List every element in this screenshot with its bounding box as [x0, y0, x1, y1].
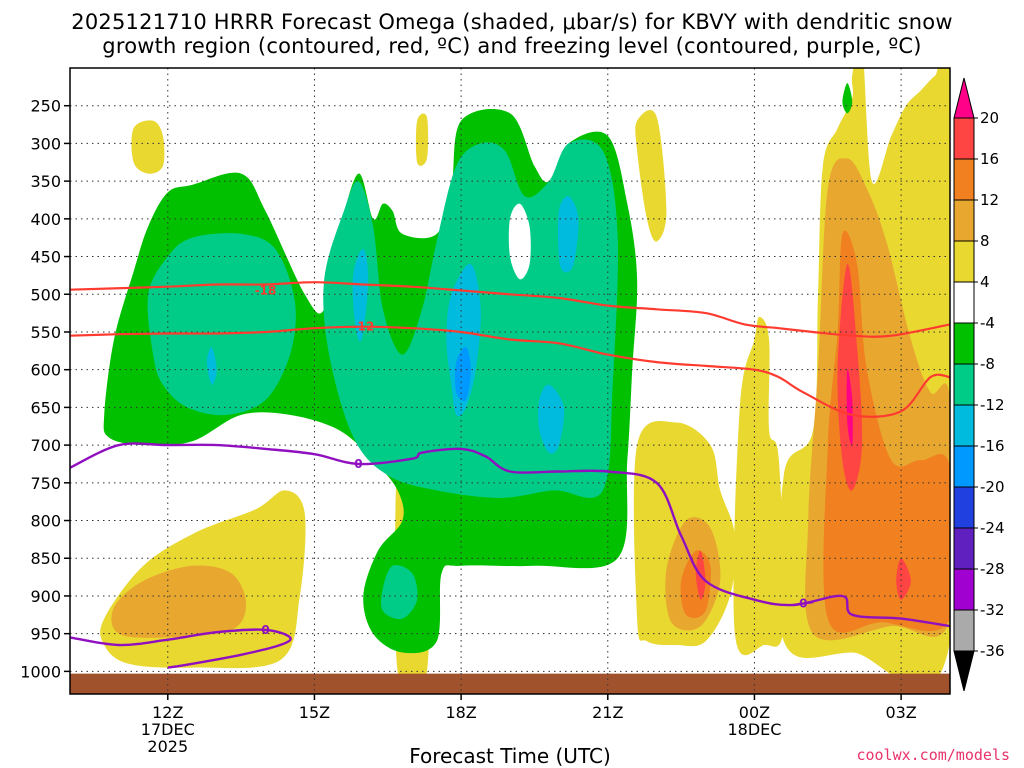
x-tick-label: 12Z	[152, 703, 183, 722]
y-tick-label: 850	[30, 549, 61, 568]
colorbar-label: -8	[980, 355, 995, 373]
ground-surface	[70, 673, 950, 694]
omega-region	[896, 558, 911, 600]
colorbar-bin	[953, 281, 975, 324]
omega-region	[538, 384, 565, 454]
dgz-isotherm	[70, 281, 950, 338]
x-tick-label: 03Z	[885, 703, 916, 722]
x-tick-label: 15Z	[299, 703, 330, 722]
y-tick-label: 600	[30, 361, 61, 380]
x-tick-date-label: 17DEC	[141, 720, 195, 739]
site-credit: coolwx.com/models	[856, 746, 1010, 764]
omega-region	[206, 346, 217, 385]
dgz-isotherm	[70, 325, 950, 418]
x-tick-date-label: 2025	[147, 737, 188, 756]
colorbar-bin	[953, 568, 975, 611]
colorbar-bin	[953, 158, 975, 201]
colorbar-bin	[953, 240, 975, 283]
omega-shading	[100, 68, 950, 694]
omega-region	[837, 263, 863, 491]
colorbar-label: 16	[980, 150, 999, 168]
isotherm-contours: -18 -12 0 0 0	[70, 281, 950, 669]
freezing-level-label: 0	[354, 457, 362, 471]
colorbar-bin	[953, 609, 975, 652]
freezing-level-label: 0	[799, 596, 807, 610]
y-axis-ticks: 250 300 350 400 450 500 550 600 650 700 750 800 850 9…	[20, 97, 70, 681]
omega-region	[508, 203, 531, 280]
colorbar-label: 20	[980, 109, 999, 127]
freezing-level-contour	[793, 600, 814, 607]
x-tick-label: 00Z	[739, 703, 770, 722]
colorbar-label: 8	[980, 232, 990, 250]
y-tick-label: 550	[30, 323, 61, 342]
omega-region	[415, 113, 429, 166]
colorbar-label: -4	[980, 314, 995, 332]
freezing-level-contour	[70, 628, 292, 669]
freezing-level-label: 0	[261, 623, 269, 637]
y-tick-label: 700	[30, 436, 61, 455]
y-tick-label: 350	[30, 172, 61, 191]
colorbar-bin	[953, 363, 975, 406]
isotherm-label: -18	[255, 283, 277, 297]
omega-region	[455, 346, 471, 402]
omega-region	[635, 110, 667, 242]
omega-region	[147, 233, 296, 416]
colorbar-label: -32	[980, 601, 1005, 619]
y-tick-label: 250	[30, 97, 61, 116]
colorbar-label: -12	[980, 396, 1005, 414]
colorbar-bin	[953, 322, 975, 365]
isotherm-label: -12	[352, 320, 374, 334]
y-tick-label: 750	[30, 474, 61, 493]
y-tick-label: 1000	[20, 662, 61, 681]
plot-frame	[69, 67, 951, 695]
omega-region	[733, 316, 785, 656]
y-tick-label: 500	[30, 285, 61, 304]
colorbar-label: 4	[980, 273, 990, 291]
omega-region	[842, 83, 853, 114]
chart-title-line-2: growth region (contoured, red, ºC) and f…	[102, 34, 922, 58]
colorbar-bin	[953, 527, 975, 570]
colorbar-bin	[953, 445, 975, 488]
colorbar: 20 16 12 8 4 -4 -8 -12 -16 -20 -24 -28 -32 -36	[953, 77, 1005, 692]
colorbar-label: -16	[980, 437, 1005, 455]
y-tick-label: 800	[30, 512, 61, 531]
colorbar-bottom-arrow	[953, 650, 975, 692]
omega-region	[111, 565, 246, 638]
omega-region	[352, 248, 369, 342]
colorbar-label: -24	[980, 519, 1005, 537]
omega-region	[131, 120, 165, 174]
colorbar-label: -36	[980, 642, 1005, 660]
y-tick-label: 650	[30, 398, 61, 417]
omega-region	[846, 369, 853, 446]
omega-region	[381, 565, 418, 620]
x-tick-date-label: 18DEC	[727, 720, 781, 739]
omega-region	[557, 196, 579, 273]
colorbar-bin	[953, 117, 975, 160]
colorbar-label: 12	[980, 191, 999, 209]
colorbar-label: -28	[980, 560, 1005, 578]
chart-title-line-1: 2025121710 HRRR Forecast Omega (shaded, …	[71, 10, 953, 34]
y-tick-label: 300	[30, 134, 61, 153]
y-tick-label: 900	[30, 587, 61, 606]
ground-strip	[70, 673, 950, 694]
colorbar-bin	[953, 486, 975, 529]
x-tick-label: 21Z	[592, 703, 623, 722]
colorbar-bin	[953, 199, 975, 242]
y-tick-label: 400	[30, 210, 61, 229]
grid-lines	[70, 68, 950, 694]
colorbar-top-arrow	[953, 77, 975, 119]
colorbar-bin	[953, 404, 975, 447]
y-tick-label: 450	[30, 248, 61, 267]
y-tick-label: 950	[30, 625, 61, 644]
x-tick-label: 18Z	[445, 703, 476, 722]
x-axis-label: Forecast Time (UTC)	[409, 744, 611, 768]
colorbar-label: -20	[980, 478, 1005, 496]
